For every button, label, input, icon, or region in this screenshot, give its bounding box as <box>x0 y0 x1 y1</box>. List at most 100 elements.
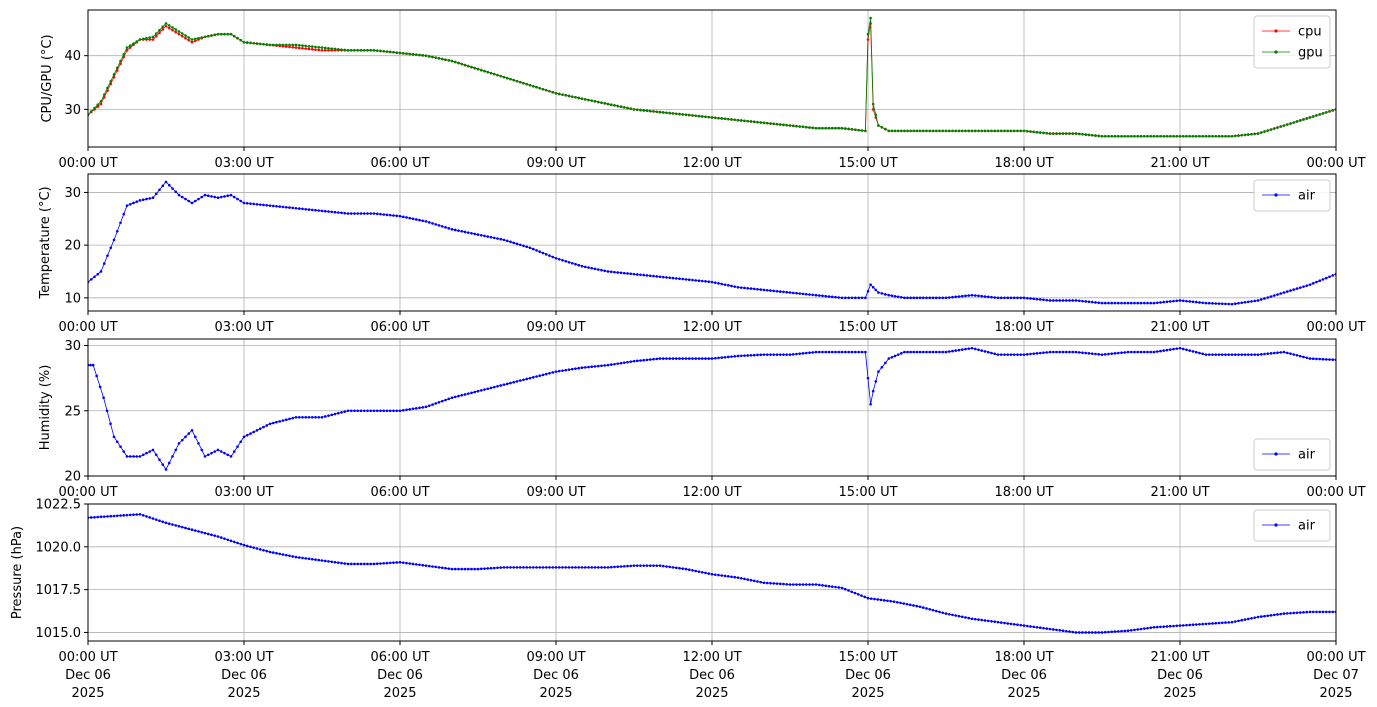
data-point-air <box>1084 351 1088 355</box>
data-point-air <box>177 193 181 197</box>
data-point-air <box>896 353 900 356</box>
data-point-air <box>967 294 971 297</box>
x-tick-date-label: Dec 07 <box>1313 668 1359 683</box>
data-point-air <box>1074 350 1078 354</box>
data-point-air <box>983 350 987 353</box>
data-point-air <box>658 564 662 567</box>
x-tick-year-label: 2025 <box>227 686 260 701</box>
data-point-air <box>184 435 187 439</box>
data-point-air <box>645 564 649 567</box>
data-point-gpu <box>167 24 171 27</box>
data-point-air <box>499 237 503 241</box>
data-point-air <box>600 566 603 569</box>
data-point-gpu <box>551 90 555 94</box>
data-point-air <box>590 566 594 569</box>
data-point-air <box>603 566 607 569</box>
data-point-air <box>151 448 155 452</box>
data-point-gpu <box>99 100 103 103</box>
data-point-air <box>307 557 311 561</box>
data-point-air <box>1256 353 1260 356</box>
data-point-air <box>652 274 655 278</box>
data-point-air <box>1243 301 1247 304</box>
data-point-air <box>1318 279 1322 283</box>
data-point-air <box>1051 628 1055 631</box>
data-point-air <box>372 562 376 566</box>
data-point-gpu <box>502 75 506 79</box>
data-point-gpu <box>967 129 971 133</box>
data-point-air <box>187 199 191 203</box>
data-point-air <box>141 198 145 201</box>
x-tick-label: 06:00 UT <box>370 650 429 665</box>
data-point-air <box>535 249 538 252</box>
data-point-air <box>119 221 122 225</box>
data-point-air <box>616 565 620 569</box>
data-point-air <box>564 368 568 372</box>
data-point-air <box>661 275 665 279</box>
data-point-air <box>1318 357 1322 361</box>
data-point-air <box>492 236 496 240</box>
data-point-gpu <box>580 97 584 100</box>
data-point-gpu <box>613 104 616 107</box>
data-point-air <box>739 354 743 358</box>
data-point-air <box>632 359 636 363</box>
data-point-air <box>167 183 171 187</box>
data-point-air <box>232 195 236 199</box>
data-point-gpu <box>1285 123 1289 126</box>
data-point-air <box>502 566 506 569</box>
data-point-air <box>379 562 382 565</box>
data-point-air <box>1032 297 1036 301</box>
data-point-air <box>921 296 925 300</box>
data-point-air <box>229 539 233 543</box>
data-point-gpu <box>1094 134 1097 137</box>
data-point-air <box>1077 351 1081 354</box>
data-point-air <box>466 392 470 395</box>
data-point-air <box>1133 628 1136 632</box>
data-point-air <box>164 180 168 184</box>
data-point-air <box>733 285 737 288</box>
data-point-air <box>769 581 772 585</box>
data-point-air <box>811 583 815 586</box>
data-point-air <box>1269 614 1273 617</box>
data-point-air <box>658 275 662 279</box>
data-point-gpu <box>213 33 217 37</box>
data-point-gpu <box>141 37 145 41</box>
data-point-air <box>1155 301 1159 305</box>
data-point-gpu <box>769 122 772 125</box>
data-point-air <box>91 363 95 367</box>
data-point-air <box>717 573 720 577</box>
data-point-air <box>1185 623 1188 627</box>
data-point-gpu <box>837 126 841 130</box>
data-point-air <box>577 366 581 370</box>
legend-label: air <box>1298 519 1316 534</box>
data-point-gpu <box>1061 132 1065 135</box>
data-point-air <box>1133 301 1136 305</box>
data-point-air <box>1211 622 1214 625</box>
data-point-gpu <box>125 46 129 49</box>
data-point-air <box>518 566 522 569</box>
data-point-gpu <box>1032 130 1036 134</box>
data-point-air <box>463 393 467 396</box>
data-point-gpu <box>632 108 636 111</box>
data-point-gpu <box>964 129 967 133</box>
data-point-gpu <box>957 129 961 133</box>
data-point-air <box>1113 352 1117 355</box>
data-point-gpu <box>541 87 545 91</box>
data-point-gpu <box>434 56 438 59</box>
data-point-air <box>895 600 899 604</box>
data-point-air <box>109 246 113 250</box>
data-point-air <box>1038 351 1042 355</box>
data-point-air <box>398 409 402 413</box>
data-point-air <box>411 562 415 566</box>
data-point-air <box>765 353 769 356</box>
data-point-air <box>1214 353 1218 356</box>
data-point-gpu <box>1081 132 1084 136</box>
data-point-gpu <box>362 48 366 52</box>
data-point-air <box>177 442 181 445</box>
data-point-air <box>1178 624 1182 627</box>
data-point-air <box>671 357 675 360</box>
data-point-air <box>132 201 135 205</box>
data-point-air <box>1211 302 1214 305</box>
data-point-air <box>788 583 792 586</box>
data-point-air <box>1295 354 1299 357</box>
